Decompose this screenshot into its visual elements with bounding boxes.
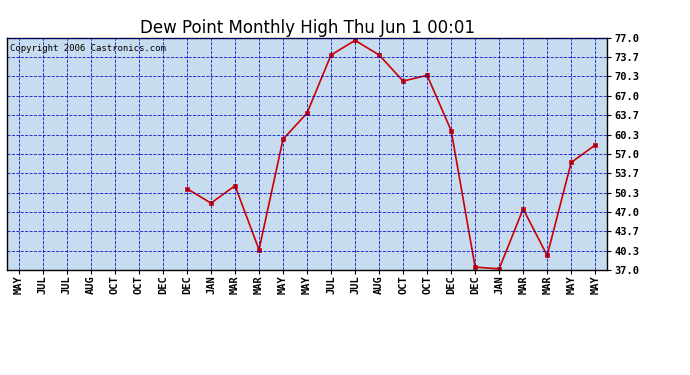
Title: Dew Point Monthly High Thu Jun 1 00:01: Dew Point Monthly High Thu Jun 1 00:01 xyxy=(139,20,475,38)
Text: Copyright 2006 Castronics.com: Copyright 2006 Castronics.com xyxy=(10,45,166,54)
